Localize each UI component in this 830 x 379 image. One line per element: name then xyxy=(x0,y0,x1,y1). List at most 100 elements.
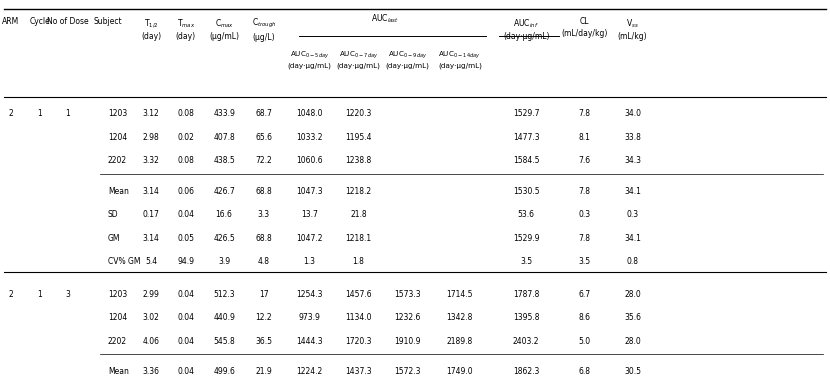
Text: 1444.3: 1444.3 xyxy=(296,337,323,346)
Text: 1584.5: 1584.5 xyxy=(513,156,540,165)
Text: 94.9: 94.9 xyxy=(178,257,194,266)
Text: 8.6: 8.6 xyxy=(579,313,590,323)
Text: 1573.3: 1573.3 xyxy=(394,290,421,299)
Text: AUC$_{0-14day}$
(day·μg/mL): AUC$_{0-14day}$ (day·μg/mL) xyxy=(438,49,481,69)
Text: 6.7: 6.7 xyxy=(579,290,590,299)
Text: 499.6: 499.6 xyxy=(213,367,235,376)
Text: 0.04: 0.04 xyxy=(178,290,194,299)
Text: Subject: Subject xyxy=(94,17,122,26)
Text: 3.5: 3.5 xyxy=(520,257,532,266)
Text: SD: SD xyxy=(108,210,119,219)
Text: 3.9: 3.9 xyxy=(218,257,230,266)
Text: CV% GM: CV% GM xyxy=(108,257,140,266)
Text: 1033.2: 1033.2 xyxy=(296,133,323,142)
Text: 2: 2 xyxy=(8,109,13,118)
Text: No of Dose: No of Dose xyxy=(47,17,89,26)
Text: 1: 1 xyxy=(37,290,42,299)
Text: V$_{ss}$
(mL/kg): V$_{ss}$ (mL/kg) xyxy=(618,17,647,41)
Text: 512.3: 512.3 xyxy=(213,290,235,299)
Text: T$_{1/2}$
(day): T$_{1/2}$ (day) xyxy=(141,17,161,41)
Text: 1134.0: 1134.0 xyxy=(345,313,372,323)
Text: 34.1: 34.1 xyxy=(624,186,641,196)
Text: 1047.3: 1047.3 xyxy=(296,186,323,196)
Text: 1232.6: 1232.6 xyxy=(394,313,421,323)
Text: Mean: Mean xyxy=(108,186,129,196)
Text: 7.8: 7.8 xyxy=(579,109,590,118)
Text: Mean: Mean xyxy=(108,367,129,376)
Text: 28.0: 28.0 xyxy=(624,290,641,299)
Text: 407.8: 407.8 xyxy=(213,133,235,142)
Text: 3.32: 3.32 xyxy=(143,156,159,165)
Text: C$_{trough}$
(μg/L): C$_{trough}$ (μg/L) xyxy=(251,17,276,42)
Text: 1910.9: 1910.9 xyxy=(394,337,421,346)
Text: 5.0: 5.0 xyxy=(579,337,590,346)
Text: 1457.6: 1457.6 xyxy=(345,290,372,299)
Text: Cycle: Cycle xyxy=(30,17,50,26)
Text: 1195.4: 1195.4 xyxy=(345,133,372,142)
Text: 1530.5: 1530.5 xyxy=(513,186,540,196)
Text: 3.14: 3.14 xyxy=(143,233,159,243)
Text: 13.7: 13.7 xyxy=(301,210,318,219)
Text: 1218.2: 1218.2 xyxy=(345,186,372,196)
Text: 0.3: 0.3 xyxy=(627,210,638,219)
Text: 6.8: 6.8 xyxy=(579,367,590,376)
Text: 4.06: 4.06 xyxy=(143,337,159,346)
Text: AUC$_{last}$: AUC$_{last}$ xyxy=(371,12,398,25)
Text: 8.1: 8.1 xyxy=(579,133,590,142)
Text: 433.9: 433.9 xyxy=(213,109,235,118)
Text: 0.3: 0.3 xyxy=(579,210,590,219)
Text: 68.8: 68.8 xyxy=(256,233,272,243)
Text: 0.04: 0.04 xyxy=(178,367,194,376)
Text: 34.0: 34.0 xyxy=(624,109,641,118)
Text: AUC$_{inf}$
(day·μg/mL): AUC$_{inf}$ (day·μg/mL) xyxy=(503,17,549,41)
Text: 30.5: 30.5 xyxy=(624,367,641,376)
Text: 1749.0: 1749.0 xyxy=(447,367,473,376)
Text: 1862.3: 1862.3 xyxy=(513,367,540,376)
Text: 1220.3: 1220.3 xyxy=(345,109,372,118)
Text: 1203: 1203 xyxy=(108,109,127,118)
Text: 973.9: 973.9 xyxy=(299,313,320,323)
Text: 2403.2: 2403.2 xyxy=(513,337,540,346)
Text: 28.0: 28.0 xyxy=(624,337,641,346)
Text: 1224.2: 1224.2 xyxy=(296,367,323,376)
Text: 17: 17 xyxy=(259,290,269,299)
Text: ARM: ARM xyxy=(2,17,19,26)
Text: 0.02: 0.02 xyxy=(178,133,194,142)
Text: 1218.1: 1218.1 xyxy=(345,233,372,243)
Text: 68.7: 68.7 xyxy=(256,109,272,118)
Text: 1395.8: 1395.8 xyxy=(513,313,540,323)
Text: 2202: 2202 xyxy=(108,337,127,346)
Text: 3.12: 3.12 xyxy=(143,109,159,118)
Text: 1204: 1204 xyxy=(108,313,127,323)
Text: 33.8: 33.8 xyxy=(624,133,641,142)
Text: 7.8: 7.8 xyxy=(579,233,590,243)
Text: T$_{max}$
(day): T$_{max}$ (day) xyxy=(176,17,196,41)
Text: 0.04: 0.04 xyxy=(178,210,194,219)
Text: 65.6: 65.6 xyxy=(256,133,272,142)
Text: 7.8: 7.8 xyxy=(579,186,590,196)
Text: 21.8: 21.8 xyxy=(350,210,367,219)
Text: 1254.3: 1254.3 xyxy=(296,290,323,299)
Text: 1060.6: 1060.6 xyxy=(296,156,323,165)
Text: 1477.3: 1477.3 xyxy=(513,133,540,142)
Text: 1: 1 xyxy=(66,109,71,118)
Text: 1342.8: 1342.8 xyxy=(447,313,473,323)
Text: 1203: 1203 xyxy=(108,290,127,299)
Text: 0.08: 0.08 xyxy=(178,109,194,118)
Text: 3: 3 xyxy=(66,290,71,299)
Text: 3.5: 3.5 xyxy=(579,257,590,266)
Text: 2.99: 2.99 xyxy=(143,290,159,299)
Text: 5.4: 5.4 xyxy=(145,257,157,266)
Text: 440.9: 440.9 xyxy=(213,313,235,323)
Text: AUC$_{0-7day}$
(day·μg/mL): AUC$_{0-7day}$ (day·μg/mL) xyxy=(337,49,380,69)
Text: 3.02: 3.02 xyxy=(143,313,159,323)
Text: 1437.3: 1437.3 xyxy=(345,367,372,376)
Text: GM: GM xyxy=(108,233,120,243)
Text: 1238.8: 1238.8 xyxy=(345,156,372,165)
Text: 1048.0: 1048.0 xyxy=(296,109,323,118)
Text: 3.14: 3.14 xyxy=(143,186,159,196)
Text: 7.6: 7.6 xyxy=(579,156,590,165)
Text: 1787.8: 1787.8 xyxy=(513,290,540,299)
Text: 0.04: 0.04 xyxy=(178,313,194,323)
Text: 0.8: 0.8 xyxy=(627,257,638,266)
